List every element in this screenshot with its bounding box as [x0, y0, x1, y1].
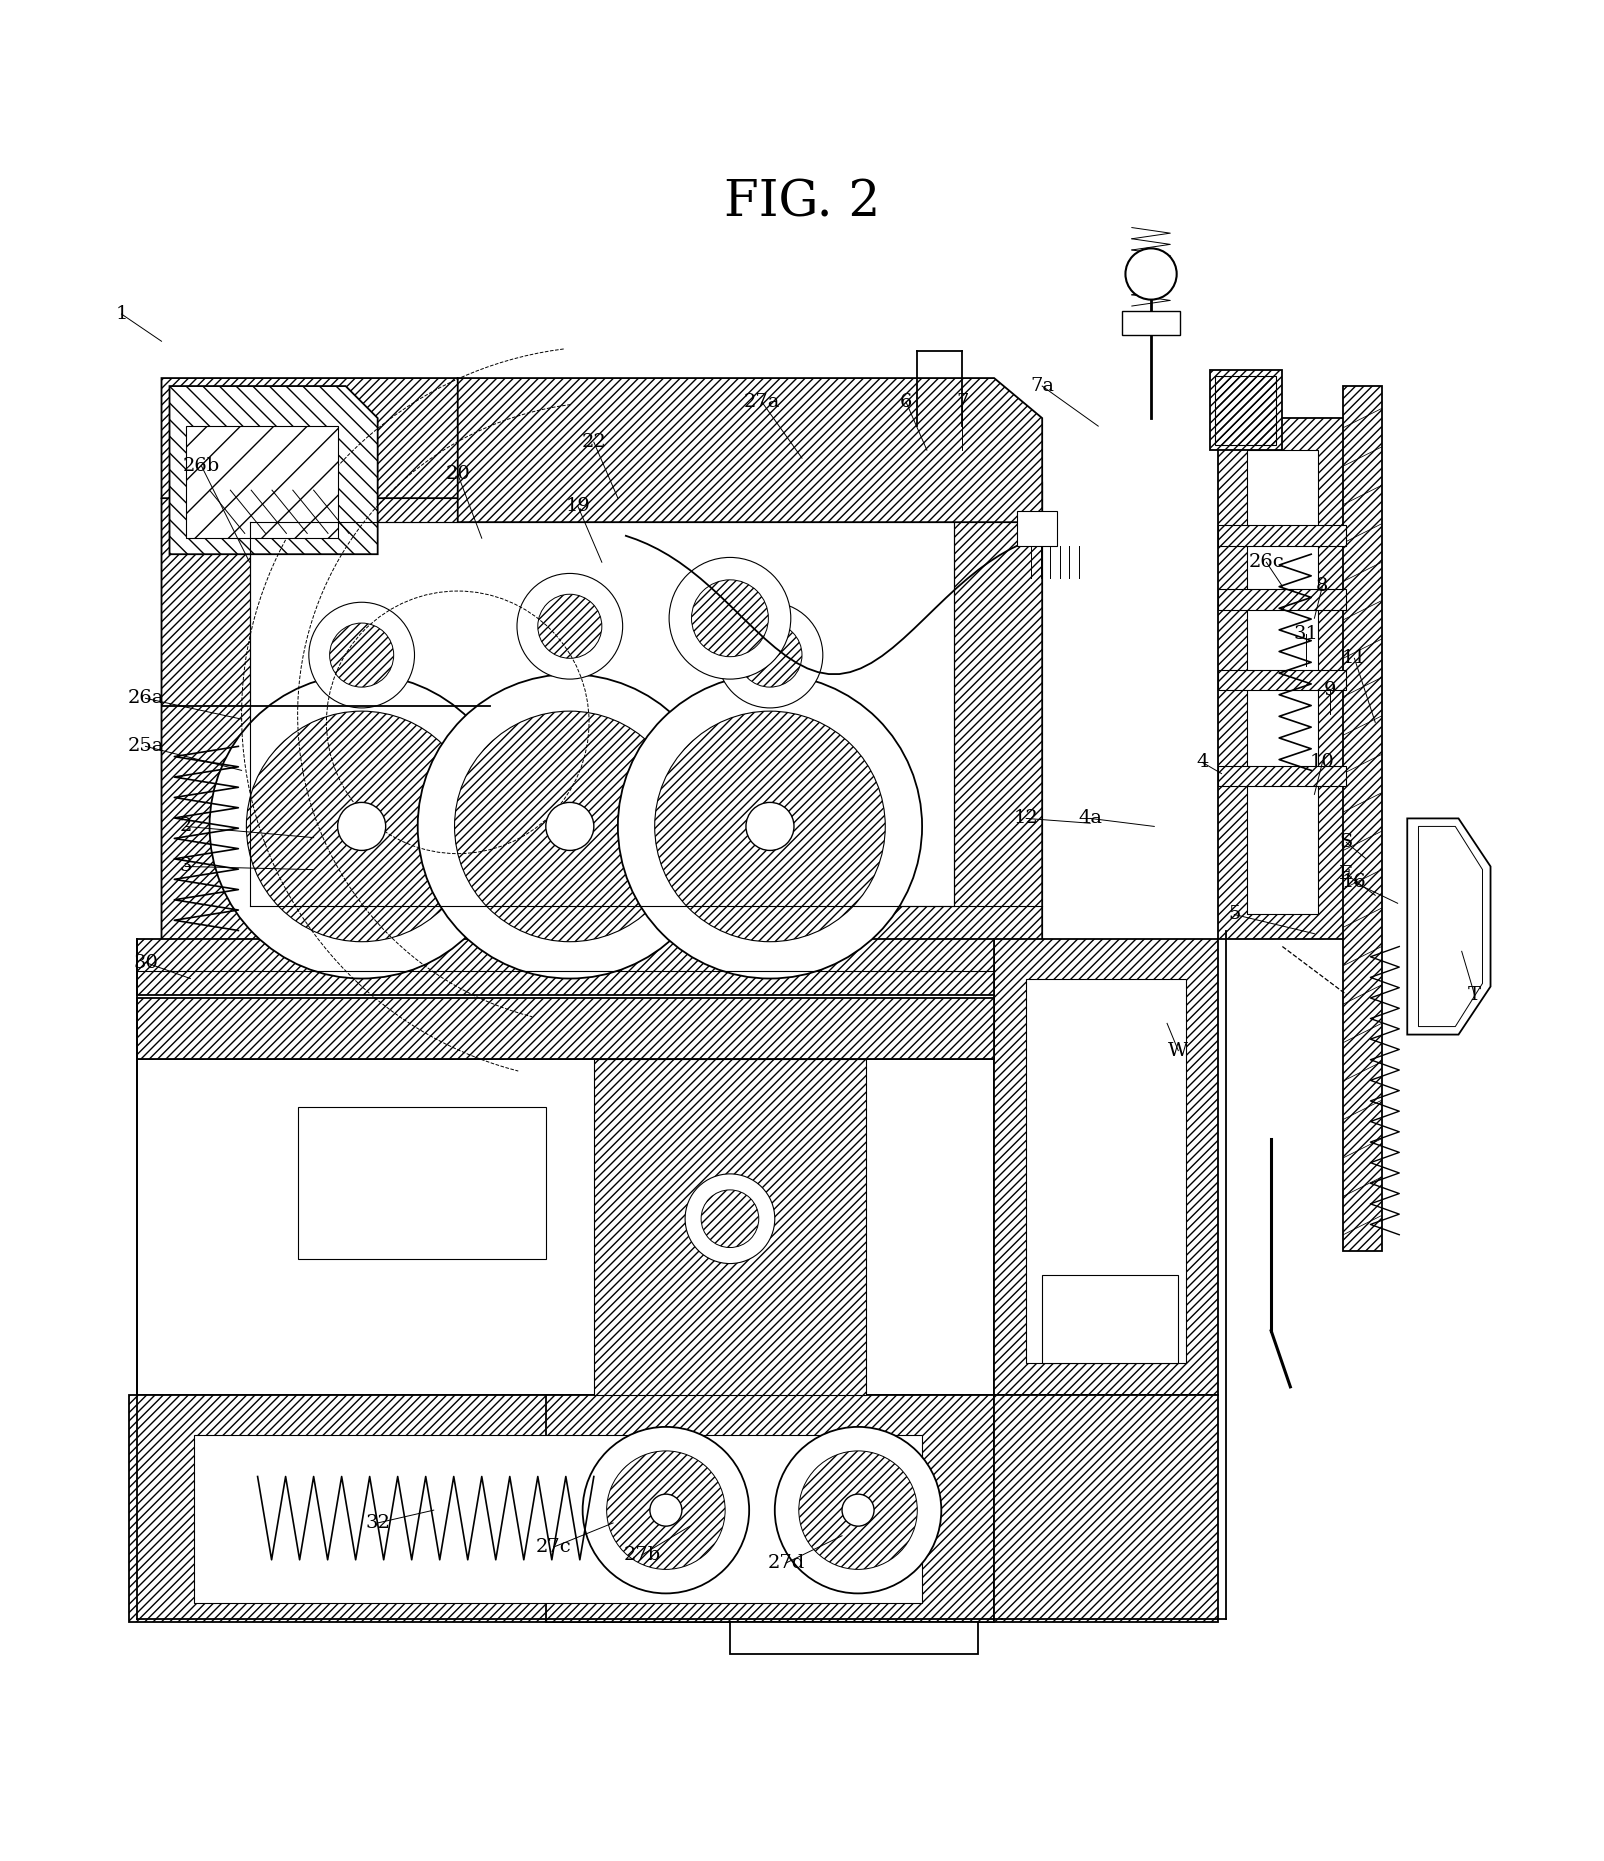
Text: E: E: [1339, 865, 1354, 884]
Polygon shape: [593, 1059, 866, 1396]
Text: 25a: 25a: [127, 737, 164, 756]
Bar: [1248, 450, 1317, 914]
Bar: [138, 997, 994, 1059]
Polygon shape: [994, 938, 1219, 1396]
Text: 32: 32: [366, 1515, 390, 1532]
Bar: [1219, 765, 1346, 787]
Text: FIG. 2: FIG. 2: [723, 179, 881, 227]
Bar: [1216, 376, 1275, 445]
Circle shape: [338, 802, 385, 850]
Circle shape: [669, 558, 791, 679]
Polygon shape: [162, 378, 577, 499]
Circle shape: [516, 573, 622, 679]
Text: 5: 5: [1229, 906, 1240, 923]
Bar: [1017, 512, 1057, 547]
Bar: [1027, 979, 1187, 1362]
Polygon shape: [162, 434, 1043, 947]
Circle shape: [618, 674, 922, 979]
Text: 7: 7: [956, 393, 969, 411]
Text: 27a: 27a: [744, 393, 780, 411]
Polygon shape: [730, 1623, 978, 1654]
Text: 12: 12: [1014, 810, 1038, 828]
Bar: [1123, 311, 1181, 335]
Circle shape: [1126, 248, 1177, 300]
Text: 31: 31: [1294, 625, 1318, 644]
Text: S: S: [1339, 834, 1354, 852]
Bar: [1219, 590, 1346, 610]
Circle shape: [685, 1174, 775, 1264]
Polygon shape: [457, 378, 1043, 523]
Bar: [194, 1435, 922, 1602]
Bar: [1219, 525, 1346, 547]
Circle shape: [775, 1427, 942, 1593]
Text: 11: 11: [1343, 649, 1367, 668]
Circle shape: [310, 603, 414, 707]
Bar: [1219, 670, 1346, 690]
Circle shape: [582, 1427, 749, 1593]
Bar: [138, 938, 994, 994]
Text: 26b: 26b: [183, 458, 220, 475]
Circle shape: [746, 802, 794, 850]
Polygon shape: [170, 385, 377, 555]
Text: 10: 10: [1310, 754, 1335, 770]
Text: 27b: 27b: [624, 1546, 661, 1563]
Text: 27d: 27d: [767, 1554, 805, 1573]
Polygon shape: [130, 1396, 994, 1623]
Text: 6: 6: [900, 393, 913, 411]
Text: 22: 22: [582, 434, 606, 450]
Bar: [186, 426, 338, 538]
Circle shape: [210, 674, 513, 979]
Text: 9: 9: [1325, 681, 1336, 700]
Polygon shape: [1219, 419, 1346, 938]
Polygon shape: [138, 1059, 994, 1396]
Text: 30: 30: [133, 953, 157, 971]
Polygon shape: [1211, 370, 1282, 450]
Bar: [1043, 1275, 1179, 1362]
Circle shape: [650, 1494, 682, 1526]
Text: 19: 19: [565, 497, 590, 515]
Text: 27c: 27c: [536, 1537, 571, 1556]
Text: 4: 4: [1197, 754, 1208, 770]
Bar: [298, 1107, 545, 1258]
Text: T: T: [1468, 986, 1480, 1003]
Text: 26c: 26c: [1248, 553, 1285, 571]
Polygon shape: [250, 523, 954, 906]
Text: 26a: 26a: [127, 689, 164, 707]
Circle shape: [717, 603, 823, 707]
Circle shape: [417, 674, 722, 979]
Text: 3: 3: [180, 858, 192, 875]
Polygon shape: [545, 1396, 994, 1623]
Circle shape: [842, 1494, 874, 1526]
Text: 1: 1: [115, 305, 128, 324]
Text: 4a: 4a: [1078, 810, 1102, 828]
Circle shape: [545, 802, 593, 850]
Text: W: W: [1168, 1042, 1189, 1059]
Text: 7a: 7a: [1030, 378, 1054, 395]
Polygon shape: [994, 1396, 1219, 1623]
Text: 2: 2: [180, 817, 192, 836]
Text: 20: 20: [446, 465, 470, 484]
Text: 8: 8: [1317, 577, 1328, 596]
Polygon shape: [1407, 819, 1490, 1035]
Polygon shape: [1343, 385, 1381, 1251]
Text: 16: 16: [1343, 873, 1367, 891]
